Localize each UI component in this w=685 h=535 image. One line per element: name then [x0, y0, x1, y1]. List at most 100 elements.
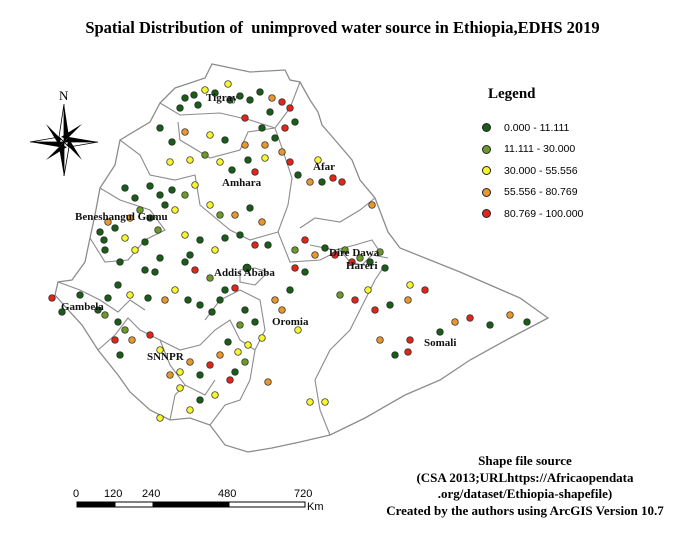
- cluster-point: [181, 128, 189, 136]
- legend-item: 11.111 - 30.000: [480, 139, 640, 161]
- cluster-point: [191, 266, 199, 274]
- cluster-point: [141, 238, 149, 246]
- cluster-point: [104, 294, 112, 302]
- cluster-point: [211, 391, 219, 399]
- cluster-point: [246, 96, 254, 104]
- cluster-point: [181, 191, 189, 199]
- source-line: Created by the authors using ArcGIS Vers…: [386, 502, 664, 518]
- cluster-point: [391, 351, 399, 359]
- cluster-point: [206, 201, 214, 209]
- cluster-point: [211, 246, 219, 254]
- cluster-point: [286, 104, 294, 112]
- cluster-point: [176, 368, 184, 376]
- legend-title: Legend: [488, 86, 536, 102]
- cluster-point: [241, 306, 249, 314]
- cluster-point: [121, 184, 129, 192]
- north-label: N: [59, 88, 69, 103]
- cluster-point: [381, 264, 389, 272]
- region-label-tigray: Tigray: [206, 92, 238, 104]
- cluster-point: [104, 218, 112, 226]
- cluster-point: [286, 158, 294, 166]
- cluster-point: [226, 376, 234, 384]
- addis-ababa-area: [242, 263, 252, 273]
- legend-swatch: [482, 166, 491, 176]
- cluster-point: [186, 251, 194, 259]
- cluster-point: [191, 181, 199, 189]
- cluster-point: [196, 396, 204, 404]
- cluster-point: [286, 286, 294, 294]
- source-line: (CSA 2013;URLhttps://Africaopendata: [416, 469, 634, 485]
- cluster-point: [251, 318, 259, 326]
- cluster-point: [121, 326, 129, 334]
- cluster-point: [318, 178, 326, 186]
- cluster-point: [94, 306, 102, 314]
- legend-item: 0.000 - 11.111: [480, 117, 640, 139]
- region-label-afar: Afar: [313, 161, 335, 173]
- cluster-point: [154, 226, 162, 234]
- scale-bar: 0 120 240 480 720 Km: [73, 488, 324, 513]
- scale-tick-0: 0: [73, 488, 79, 500]
- cluster-point: [364, 286, 372, 294]
- cluster-point: [114, 318, 122, 326]
- legend-label: 30.000 - 55.556: [504, 164, 578, 177]
- cluster-point: [186, 156, 194, 164]
- legend-swatch: [482, 187, 491, 197]
- legend-swatch: [482, 123, 491, 133]
- region-label-oromia: Oromia: [272, 316, 309, 328]
- cluster-point: [258, 334, 266, 342]
- cluster-point: [241, 114, 249, 122]
- legend-item: 30.000 - 55.556: [480, 160, 640, 182]
- cluster-point: [101, 246, 109, 254]
- cluster-point: [271, 134, 279, 142]
- cluster-point: [146, 214, 154, 222]
- cluster-point: [224, 338, 232, 346]
- region-label-gambela: Gambela: [61, 301, 104, 313]
- cluster-point: [221, 234, 229, 242]
- cluster-point: [96, 228, 104, 236]
- cluster-point: [278, 148, 286, 156]
- cluster-point: [186, 406, 194, 414]
- scale-tick-720: 720: [294, 488, 312, 500]
- cluster-point: [206, 131, 214, 139]
- cluster-point: [314, 156, 322, 164]
- cluster-point: [271, 296, 279, 304]
- cluster-point: [281, 124, 289, 132]
- cluster-point: [211, 89, 219, 97]
- cluster-point: [168, 186, 176, 194]
- cluster-point: [156, 124, 164, 132]
- cluster-point: [190, 91, 198, 99]
- scale-unit: Km: [307, 501, 324, 513]
- legend-item: 55.556 - 80.769: [480, 182, 640, 204]
- cluster-point: [406, 281, 414, 289]
- legend-label: 55.556 - 80.769: [504, 186, 578, 199]
- cluster-point: [231, 368, 239, 376]
- legend-item: 80.769 - 100.000: [480, 203, 640, 225]
- cluster-point: [421, 286, 429, 294]
- cluster-point: [216, 158, 224, 166]
- cluster-point: [181, 258, 189, 266]
- cluster-point: [291, 246, 299, 254]
- cluster-point: [206, 274, 214, 282]
- cluster-point: [228, 166, 236, 174]
- map-title: Spatial Distribution of unimproved water…: [85, 18, 600, 37]
- cluster-point: [341, 246, 349, 254]
- cluster-point: [376, 336, 384, 344]
- cluster-point: [436, 328, 444, 336]
- cluster-point: [278, 98, 286, 106]
- cluster-point: [111, 224, 119, 232]
- cluster-point: [301, 236, 309, 244]
- cluster-point: [116, 351, 124, 359]
- cluster-point: [186, 358, 194, 366]
- cluster-point: [136, 206, 144, 214]
- cluster-point: [181, 94, 189, 102]
- cluster-point: [486, 321, 494, 329]
- cluster-point: [368, 201, 376, 209]
- cluster-point: [251, 168, 259, 176]
- cluster-point: [311, 251, 319, 259]
- cluster-point: [264, 241, 272, 249]
- cluster-point: [251, 241, 259, 249]
- legend-label: 0.000 - 11.111: [504, 121, 570, 134]
- cluster-point: [48, 294, 56, 302]
- cluster-point: [376, 248, 384, 256]
